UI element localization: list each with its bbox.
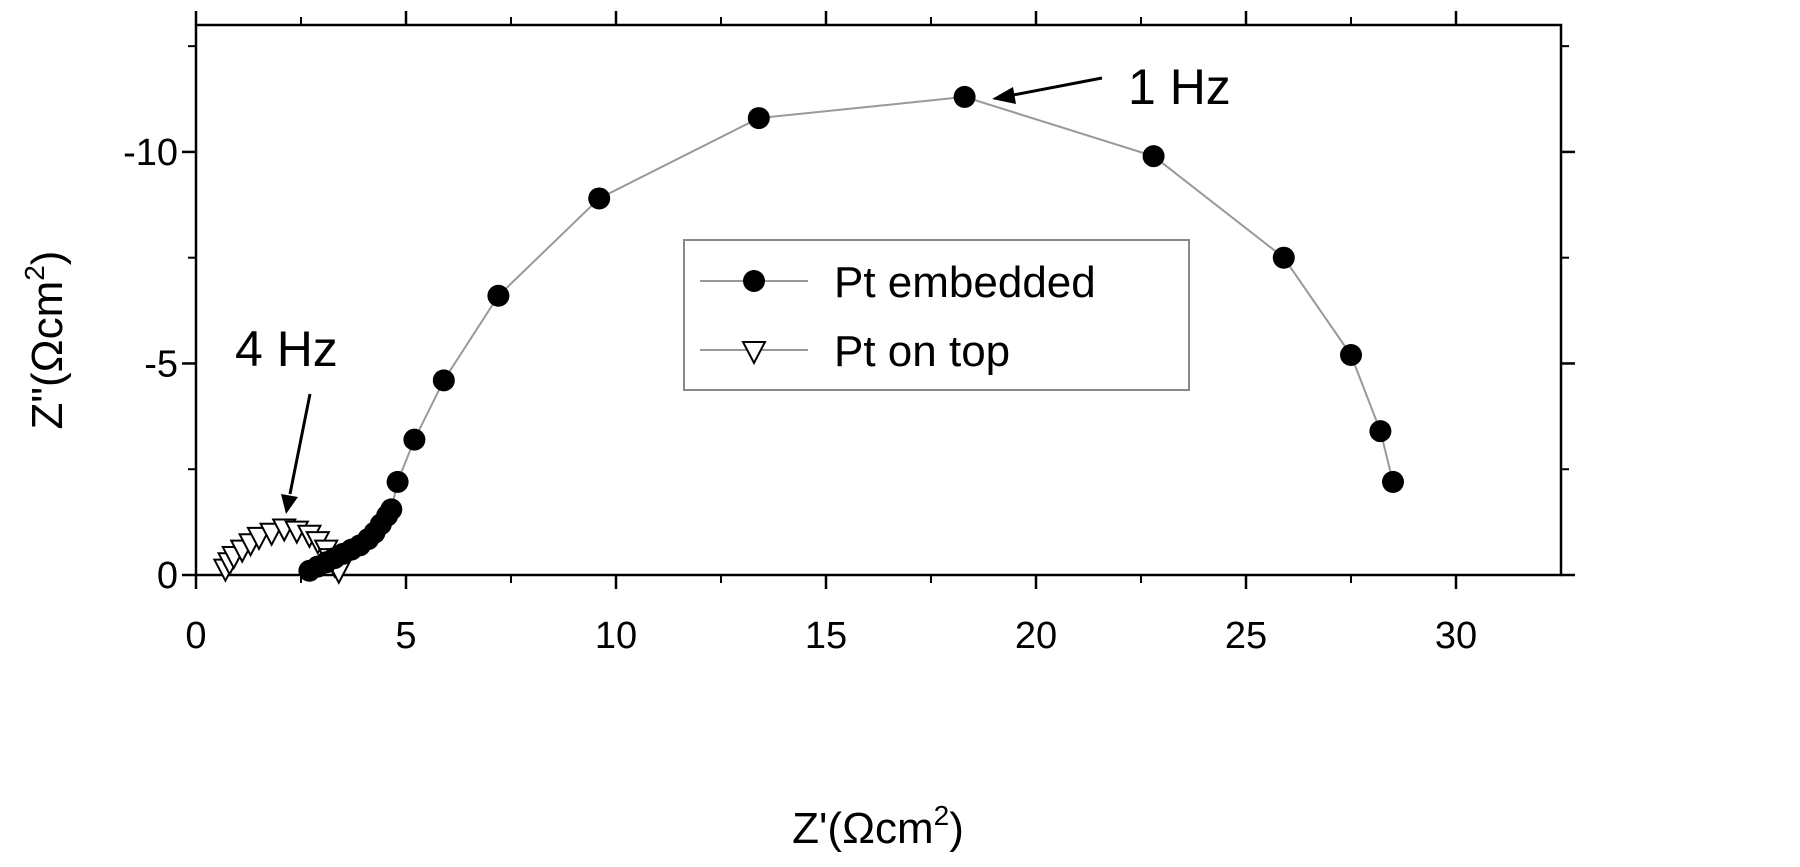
legend-label-embedded: Pt embedded [834, 258, 1096, 307]
x-tick-label: 10 [595, 615, 637, 657]
legend-label-top: Pt on top [834, 327, 1010, 376]
data-point-embedded [1340, 344, 1362, 366]
data-point-embedded [953, 85, 976, 108]
x-tick-label: 30 [1435, 615, 1477, 657]
series-layer [212, 85, 1404, 585]
data-point-embedded [1382, 470, 1404, 493]
data-point-embedded [380, 498, 403, 521]
data-point-embedded [487, 284, 510, 307]
y-axis-title: Z"(Ωcm2) [19, 251, 72, 430]
annotation-arrowhead-4hz [281, 494, 298, 514]
data-point-embedded [432, 369, 455, 392]
annotation-1hz: 1 Hz [992, 59, 1231, 115]
annotation-4hz: 4 Hz [235, 321, 338, 514]
annotation-label-1hz: 1 Hz [1128, 59, 1231, 115]
x-tick-label: 0 [185, 615, 206, 657]
y-tick-label: -10 [123, 132, 178, 174]
legend-marker-embedded [743, 270, 765, 292]
data-point-embedded [1142, 145, 1165, 168]
legend: Pt embedded Pt on top [683, 239, 1190, 391]
data-point-embedded [588, 187, 611, 210]
data-point-embedded [747, 107, 770, 130]
annotation-arrowhead-1hz [992, 87, 1016, 104]
x-tick-label: 5 [395, 615, 416, 657]
data-point-embedded [1369, 420, 1392, 443]
x-tick-label: 25 [1225, 615, 1267, 657]
x-tick-label: 15 [805, 615, 847, 657]
annotation-arrow-1hz [1007, 76, 1103, 98]
data-point-embedded [1272, 246, 1295, 269]
legend-box [683, 239, 1190, 391]
data-point-embedded [386, 470, 409, 493]
y-tick-label: 0 [157, 555, 178, 597]
annotation-arrow-4hz [288, 393, 312, 495]
plot-frame [194, 23, 1563, 577]
x-axis-title: Z'(Ωcm2) [792, 800, 964, 853]
x-tick-label: 20 [1015, 615, 1057, 657]
y-tick-label: -5 [144, 343, 178, 385]
tick-labels: 0 5 10 15 20 25 30 0 -5 -10 [123, 132, 1477, 657]
data-point-embedded [403, 428, 426, 451]
annotation-label-4hz: 4 Hz [235, 321, 338, 377]
legend-marker-top [741, 341, 767, 366]
axis-ticks [182, 11, 1575, 589]
